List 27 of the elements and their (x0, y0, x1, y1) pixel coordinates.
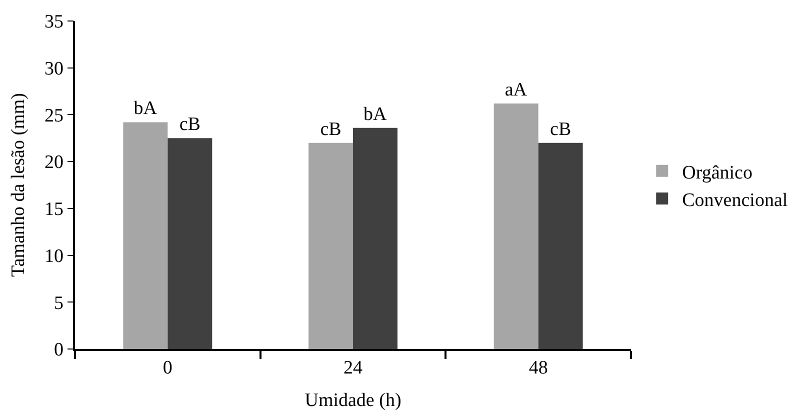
x-axis-title: Umidade (h) (304, 390, 402, 411)
bar (494, 103, 538, 349)
legend-label: Convencional (682, 190, 788, 211)
bar (168, 138, 212, 349)
bar (538, 142, 583, 349)
bar (353, 128, 398, 349)
y-tick-label: 30 (44, 58, 64, 80)
y-tick-label: 15 (44, 199, 64, 220)
x-tick-label: 0 (162, 358, 172, 379)
y-axis-title: Tamanho da lesão (mm) (8, 93, 29, 277)
data-label: aA (504, 79, 528, 100)
bar (123, 122, 168, 349)
y-tick-label: 25 (44, 105, 64, 126)
data-label: cB (320, 118, 342, 140)
legend-label: Orgânico (682, 162, 752, 184)
data-label: bA (363, 104, 387, 125)
x-tick-label: 24 (344, 358, 363, 379)
data-label: cB (179, 114, 200, 136)
y-tick-label: 20 (44, 152, 64, 174)
y-tick-label: 0 (54, 340, 64, 361)
y-tick-label: 35 (44, 12, 64, 33)
data-label: cB (550, 118, 572, 140)
y-tick-label: 5 (54, 292, 64, 314)
y-tick-label: 10 (44, 246, 64, 267)
x-tick-label: 48 (528, 358, 548, 379)
bar (308, 142, 353, 349)
data-label: bA (134, 98, 158, 120)
